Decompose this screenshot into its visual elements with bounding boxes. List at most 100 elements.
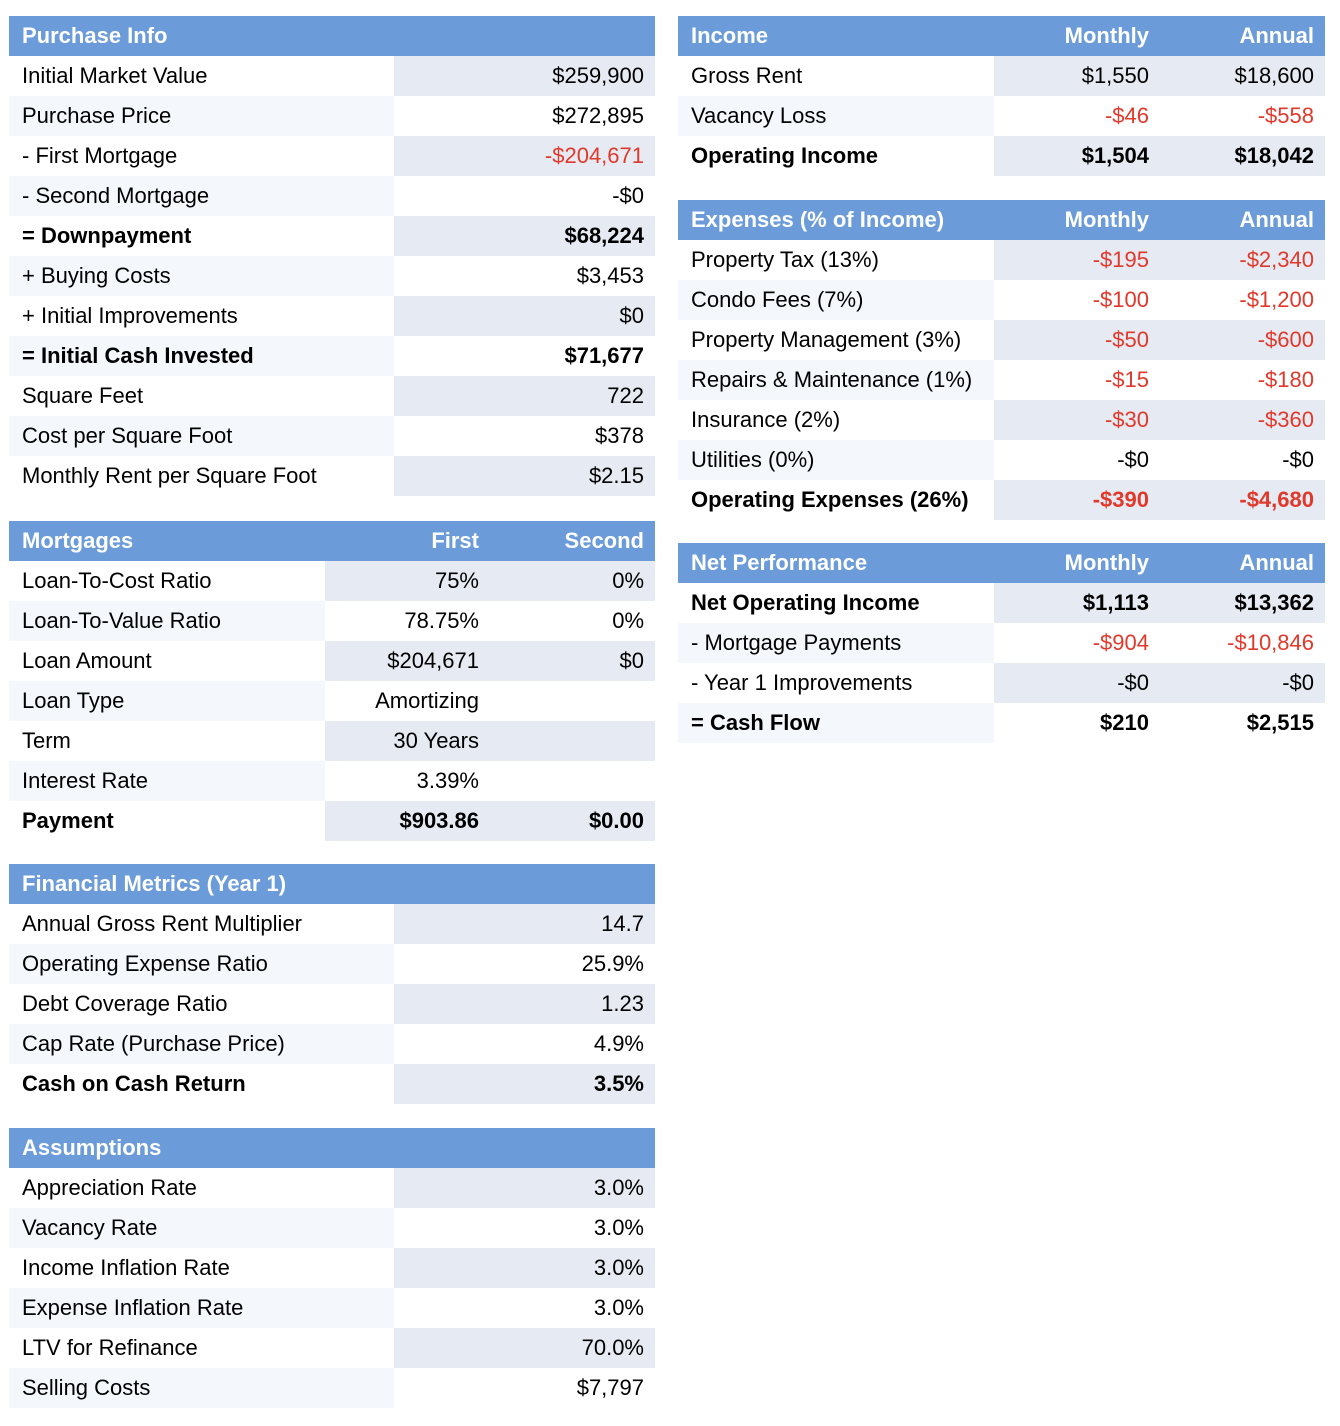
table-row: Cap Rate (Purchase Price) 4.9% xyxy=(9,1024,655,1064)
net-performance-col-monthly: Monthly xyxy=(1064,550,1149,575)
row-monthly: $1,550 xyxy=(994,56,1160,96)
row-monthly: -$0 xyxy=(994,440,1160,480)
row-value: $272,895 xyxy=(394,96,655,136)
table-row: Debt Coverage Ratio 1.23 xyxy=(9,984,655,1024)
row-label: Gross Rent xyxy=(678,56,994,96)
row-label: = Cash Flow xyxy=(678,703,994,743)
expenses-header: Expenses (% of Income) Monthly Annual xyxy=(678,200,1325,240)
table-row: Annual Gross Rent Multiplier 14.7 xyxy=(9,904,655,944)
row-label: Vacancy Loss xyxy=(678,96,994,136)
row-value: 4.9% xyxy=(394,1024,655,1064)
row-first: 30 Years xyxy=(325,721,490,761)
row-value: 3.0% xyxy=(394,1168,655,1208)
row-value: 25.9% xyxy=(394,944,655,984)
table-row: Vacancy Loss -$46 -$558 xyxy=(678,96,1325,136)
row-first: $204,671 xyxy=(325,641,490,681)
row-monthly: -$50 xyxy=(994,320,1160,360)
row-label: LTV for Refinance xyxy=(9,1328,394,1368)
expenses-table: Expenses (% of Income) Monthly Annual Pr… xyxy=(678,200,1325,520)
row-value: $71,677 xyxy=(394,336,655,376)
row-monthly: $1,504 xyxy=(994,136,1160,176)
row-label: Initial Market Value xyxy=(9,56,394,96)
table-row: = Cash Flow $210 $2,515 xyxy=(678,703,1325,743)
row-second: 0% xyxy=(490,561,655,601)
row-monthly: -$195 xyxy=(994,240,1160,280)
financial-metrics-table: Financial Metrics (Year 1) Annual Gross … xyxy=(9,864,655,1104)
income-table: Income Monthly Annual Gross Rent $1,550 $1… xyxy=(678,16,1325,176)
row-label: Utilities (0%) xyxy=(678,440,994,480)
table-row: + Initial Improvements $0 xyxy=(9,296,655,336)
row-label: Cash on Cash Return xyxy=(9,1064,394,1104)
row-value: 722 xyxy=(394,376,655,416)
table-row: Cost per Square Foot $378 xyxy=(9,416,655,456)
row-label: + Initial Improvements xyxy=(9,296,394,336)
row-annual: -$1,200 xyxy=(1160,280,1325,320)
row-value: 1.23 xyxy=(394,984,655,1024)
table-row: Interest Rate 3.39% xyxy=(9,761,655,801)
row-monthly: -$15 xyxy=(994,360,1160,400)
row-value: $7,797 xyxy=(394,1368,655,1408)
expenses-col-monthly: Monthly xyxy=(1064,207,1149,232)
table-row: Loan Amount $204,671 $0 xyxy=(9,641,655,681)
table-row: = Initial Cash Invested $71,677 xyxy=(9,336,655,376)
row-second xyxy=(490,681,655,721)
row-second: $0.00 xyxy=(490,801,655,841)
mortgages-header: Mortgages First Second xyxy=(9,521,655,561)
table-row: Initial Market Value $259,900 xyxy=(9,56,655,96)
row-label: Income Inflation Rate xyxy=(9,1248,394,1288)
row-label: Operating Expenses (26%) xyxy=(678,480,994,520)
row-value: -$204,671 xyxy=(394,136,655,176)
income-col-annual: Annual xyxy=(1239,23,1314,48)
mortgages-title: Mortgages xyxy=(22,528,134,553)
row-annual: $18,042 xyxy=(1160,136,1325,176)
table-row: Term 30 Years xyxy=(9,721,655,761)
row-value: $2.15 xyxy=(394,456,655,496)
table-row: Loan Type Amortizing xyxy=(9,681,655,721)
row-label: Operating Expense Ratio xyxy=(9,944,394,984)
row-first: 3.39% xyxy=(325,761,490,801)
table-row: Insurance (2%) -$30 -$360 xyxy=(678,400,1325,440)
assumptions-table: Assumptions Appreciation Rate 3.0% Vacancy… xyxy=(9,1128,655,1408)
expenses-title: Expenses (% of Income) xyxy=(691,207,945,232)
row-label: Property Tax (13%) xyxy=(678,240,994,280)
row-second: $0 xyxy=(490,641,655,681)
row-value: $68,224 xyxy=(394,216,655,256)
row-annual: -$0 xyxy=(1160,440,1325,480)
row-first: Amortizing xyxy=(325,681,490,721)
row-label: Cap Rate (Purchase Price) xyxy=(9,1024,394,1064)
table-row: LTV for Refinance 70.0% xyxy=(9,1328,655,1368)
row-annual: $2,515 xyxy=(1160,703,1325,743)
table-row: Monthly Rent per Square Foot $2.15 xyxy=(9,456,655,496)
table-row: Condo Fees (7%) -$100 -$1,200 xyxy=(678,280,1325,320)
expenses-col-annual: Annual xyxy=(1239,207,1314,232)
row-label: Interest Rate xyxy=(9,761,325,801)
row-label: Loan-To-Cost Ratio xyxy=(9,561,325,601)
row-annual: -$600 xyxy=(1160,320,1325,360)
net-performance-rows: Net Operating Income $1,113 $13,362- Mortg… xyxy=(678,583,1325,743)
income-title: Income xyxy=(691,23,769,48)
purchase-info-rows: Initial Market Value $259,900 Purchase Pri… xyxy=(9,56,655,496)
row-value: 14.7 xyxy=(394,904,655,944)
row-monthly: -$46 xyxy=(994,96,1160,136)
row-label: Appreciation Rate xyxy=(9,1168,394,1208)
table-row: Operating Income $1,504 $18,042 xyxy=(678,136,1325,176)
mortgages-col-second: Second xyxy=(564,528,644,553)
purchase-info-title: Purchase Info xyxy=(22,23,168,48)
income-col-monthly: Monthly xyxy=(1064,23,1149,48)
income-header: Income Monthly Annual xyxy=(678,16,1325,56)
row-label: Expense Inflation Rate xyxy=(9,1288,394,1328)
row-value: $3,453 xyxy=(394,256,655,296)
row-label: Loan Type xyxy=(9,681,325,721)
row-label: - Year 1 Improvements xyxy=(678,663,994,703)
table-row: Cash on Cash Return 3.5% xyxy=(9,1064,655,1104)
table-row: Purchase Price $272,895 xyxy=(9,96,655,136)
net-performance-col-annual: Annual xyxy=(1239,550,1314,575)
table-row: Loan-To-Cost Ratio 75% 0% xyxy=(9,561,655,601)
row-first: 75% xyxy=(325,561,490,601)
assumptions-title: Assumptions xyxy=(22,1135,162,1160)
income-rows: Gross Rent $1,550 $18,600 Vacancy Loss -$46-… xyxy=(678,56,1325,176)
financial-metrics-header: Financial Metrics (Year 1) xyxy=(9,864,655,904)
row-label: Debt Coverage Ratio xyxy=(9,984,394,1024)
row-annual: -$10,846 xyxy=(1160,623,1325,663)
table-row: Selling Costs $7,797 xyxy=(9,1368,655,1408)
